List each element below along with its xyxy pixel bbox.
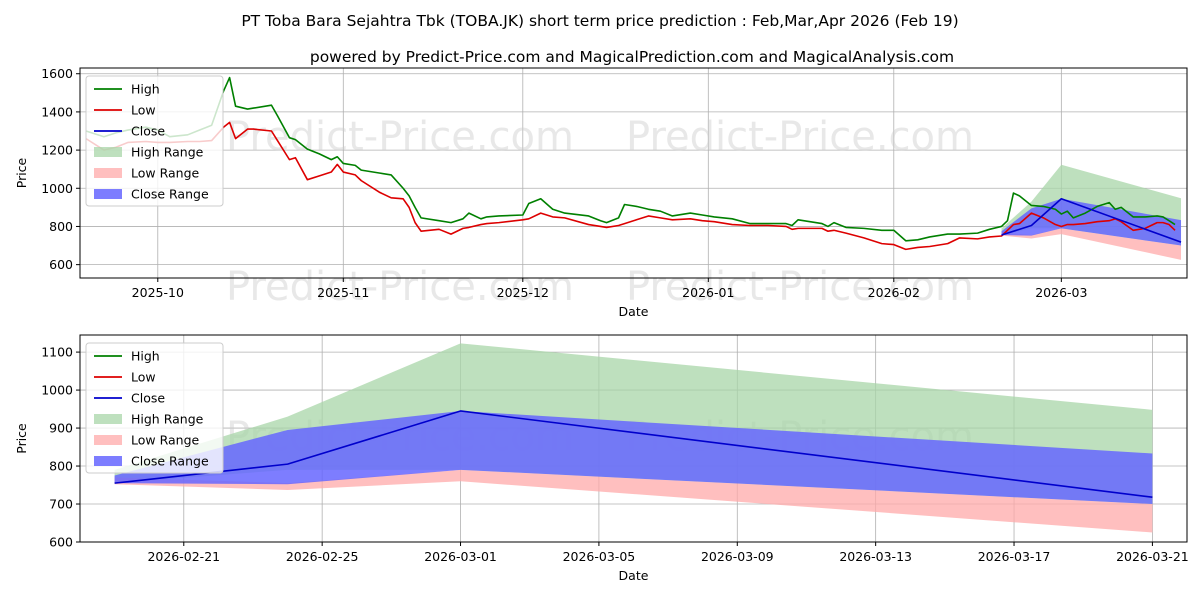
close-range-band bbox=[114, 410, 1153, 505]
y-tick-label: 1600 bbox=[41, 66, 73, 81]
x-tick-label: 2026-03 bbox=[1035, 285, 1087, 300]
grid bbox=[80, 68, 1187, 278]
high-series-line bbox=[85, 76, 1176, 242]
x-tick-label: 2026-01 bbox=[682, 285, 734, 300]
legend-label: High Range bbox=[131, 145, 204, 160]
y-tick-label: 800 bbox=[49, 219, 73, 234]
x-tick-label: 2026-03-01 bbox=[424, 549, 497, 564]
x-axis-label: Date bbox=[619, 304, 649, 319]
legend-label: High bbox=[131, 82, 160, 97]
legend-swatch-close-range bbox=[94, 189, 122, 199]
watermark: Predict-Price.com bbox=[226, 264, 574, 310]
legend-label: Low bbox=[131, 370, 156, 385]
close-series-line bbox=[114, 410, 1153, 498]
x-tick-label: 2026-03-17 bbox=[978, 549, 1051, 564]
y-axis-label: Price bbox=[14, 157, 29, 188]
axes-frame bbox=[79, 334, 1188, 543]
top-panel-price-history: Predict-Price.com Predict-Price.com Predic… bbox=[14, 66, 1188, 319]
watermark: Predict-Price.com bbox=[626, 114, 974, 160]
legend-label: Close Range bbox=[131, 187, 209, 202]
y-tick-label: 700 bbox=[49, 497, 73, 512]
y-tick-label: 800 bbox=[49, 459, 73, 474]
legend-swatch-high-range bbox=[94, 414, 122, 424]
y-tick-label: 1000 bbox=[41, 383, 73, 398]
legend-label: Close bbox=[131, 391, 165, 406]
close-series-line bbox=[1001, 197, 1182, 243]
x-tick-label: 2025-10 bbox=[132, 285, 184, 300]
watermark: Predict-Price.com bbox=[226, 114, 574, 160]
legend-label: Close Range bbox=[131, 454, 209, 469]
legend-swatch-high-range bbox=[94, 147, 122, 157]
legend-swatch-low-range bbox=[94, 435, 122, 445]
x-tick-label: 2026-02-21 bbox=[147, 549, 220, 564]
watermark: Predict-Price.com bbox=[626, 264, 974, 310]
y-tick-label: 1200 bbox=[41, 143, 73, 158]
legend-label: High Range bbox=[131, 412, 204, 427]
x-tick-label: 2026-02 bbox=[868, 285, 920, 300]
legend: High Low Close High Range Low Range Close Ran… bbox=[85, 342, 224, 474]
bottom-panel-prediction-zoom: Predict-Price.comPredict-Price.com2026-0… bbox=[14, 334, 1189, 583]
y-tick-label: 600 bbox=[49, 257, 73, 272]
x-axis-label: Date bbox=[619, 568, 649, 583]
legend: High Low Close High Range Low Range Close Ran… bbox=[85, 75, 224, 207]
legend-swatch-close-range bbox=[94, 456, 122, 466]
x-tick-label: 2025-11 bbox=[317, 285, 369, 300]
y-tick-label: 1100 bbox=[41, 345, 73, 360]
y-tick-label: 600 bbox=[49, 535, 73, 550]
x-tick-label: 2026-03-05 bbox=[563, 549, 636, 564]
legend-swatch-low-range bbox=[94, 168, 122, 178]
y-tick-label: 1000 bbox=[41, 181, 73, 196]
chart-title: PT Toba Bara Sejahtra Tbk (TOBA.JK) shor… bbox=[241, 12, 958, 30]
x-tick-label: 2026-03-09 bbox=[701, 549, 774, 564]
y-tick-label: 900 bbox=[49, 421, 73, 436]
plot-area bbox=[85, 76, 1182, 260]
axes-frame bbox=[79, 67, 1188, 279]
legend-label: Low Range bbox=[131, 433, 200, 448]
x-tick-label: 2026-03-13 bbox=[839, 549, 912, 564]
low-series-line bbox=[85, 121, 1176, 251]
x-tick-label: 2026-03-21 bbox=[1116, 549, 1189, 564]
low-range-band bbox=[114, 469, 1153, 533]
legend-label: High bbox=[131, 349, 160, 364]
legend-label: Low bbox=[131, 103, 156, 118]
x-tick-label: 2026-02-25 bbox=[286, 549, 359, 564]
y-axis-label: Price bbox=[14, 423, 29, 454]
legend-label: Low Range bbox=[131, 166, 200, 181]
legend-label: Close bbox=[131, 124, 165, 139]
plot-area bbox=[114, 343, 1153, 533]
chart-subtitle: powered by Predict-Price.com and Magical… bbox=[310, 48, 954, 66]
x-tick-label: 2025-12 bbox=[497, 285, 549, 300]
y-tick-label: 1400 bbox=[41, 104, 73, 119]
low-range-band bbox=[1001, 228, 1182, 260]
